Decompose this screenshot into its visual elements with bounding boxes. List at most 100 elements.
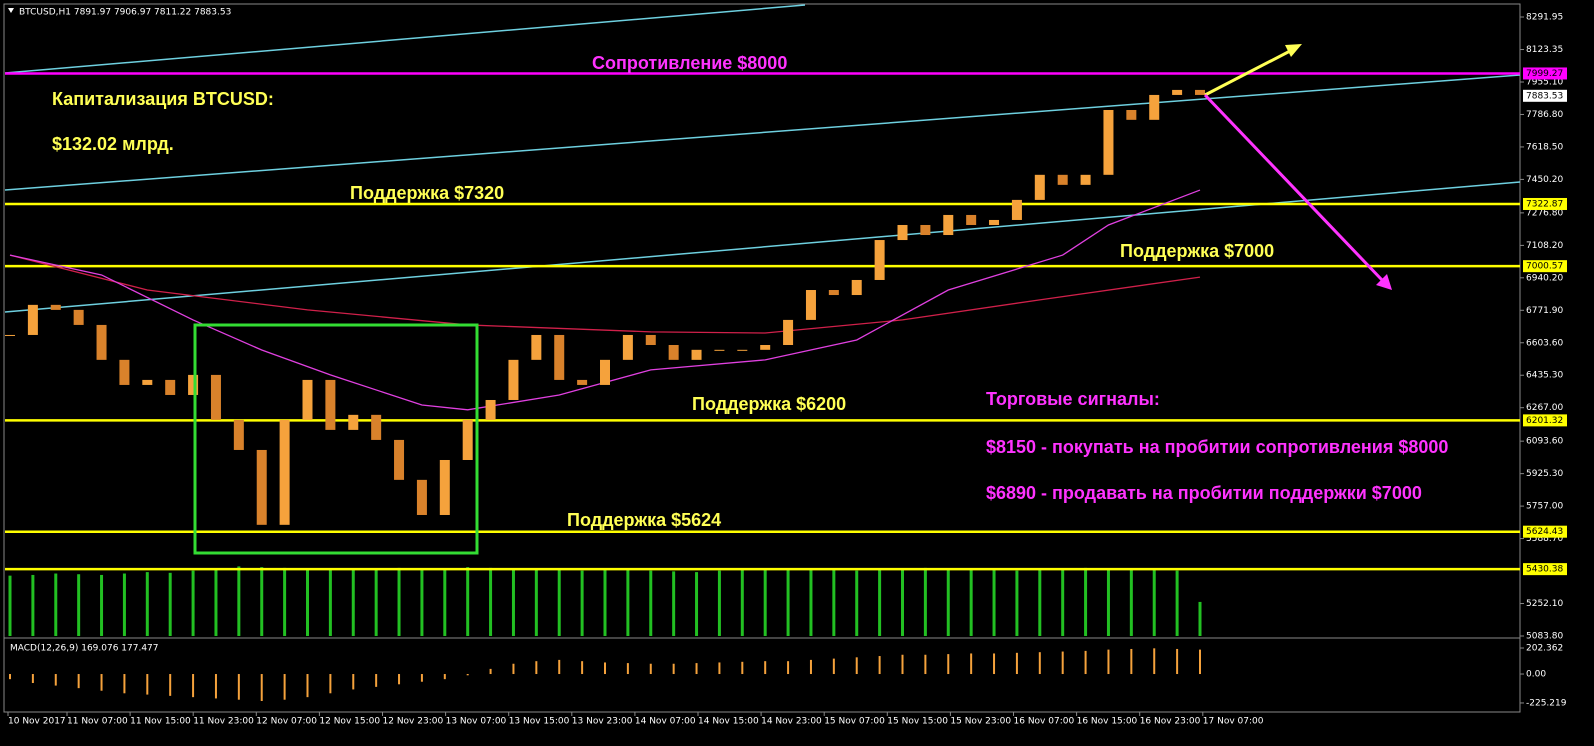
x-tick-label: 17 Nov 07:00 [1203,717,1264,727]
annotation: $132.02 млрд. [52,134,174,154]
level-tag [1523,260,1567,273]
candle [943,214,954,236]
annotation: Поддержка $5624 [567,510,721,530]
candle [622,334,633,360]
candle [210,374,221,420]
candle [851,279,862,296]
y-tick-label: 5252.10 [1526,599,1563,609]
annotation: Торговые сигналы: [986,389,1160,409]
macd-tick-label: 0.00 [1526,670,1546,680]
candle [302,379,313,420]
x-tick-label: 13 Nov 15:00 [509,717,570,727]
y-tick-label: 7450.20 [1526,175,1563,185]
candle [165,379,176,395]
menu-icon [8,8,14,13]
arrow-up [1204,48,1293,97]
candle [783,319,794,345]
y-tick-label: 7955.10 [1526,77,1563,87]
annotation: Поддержка $7000 [1120,241,1274,261]
x-tick-label: 11 Nov 07:00 [67,717,128,727]
y-tick-label: 6771.90 [1526,306,1563,316]
x-tick-label: 15 Nov 15:00 [887,717,948,727]
annotation: Капитализация BTCUSD: [52,89,274,109]
candle [348,414,359,430]
ma-fast [9,189,1201,411]
macd-label: MACD(12,26,9) 169.076 177.477 [10,644,159,654]
candle [577,379,588,385]
x-tick-label: 13 Nov 23:00 [572,717,633,727]
candle [737,349,748,351]
arrow-down [1203,93,1384,282]
candle [508,359,519,400]
y-tick-label: 7618.50 [1526,142,1563,152]
candle [714,349,725,351]
x-tick-label: 10 Nov 2017 [8,717,66,727]
candle [1126,109,1137,120]
candle [805,290,816,320]
level-label: 7999.27 [1526,69,1563,79]
y-tick-label: 8123.35 [1526,45,1563,55]
candle [416,479,427,515]
level-label: 5624.43 [1526,527,1563,537]
candle [1080,174,1091,185]
x-tick-label: 14 Nov 23:00 [761,717,822,727]
level-label: 5430.38 [1526,565,1563,575]
y-tick-label: 8291.95 [1526,13,1563,23]
y-tick-label: 6267.00 [1526,403,1563,413]
x-tick-label: 12 Nov 15:00 [319,717,380,727]
candle [1057,174,1068,185]
candle [462,419,473,460]
drawings [193,44,1392,555]
candle [966,214,977,225]
channel-line [4,74,1521,191]
annotation: Сопротивление $8000 [592,53,787,73]
macd-tick-label: -225.219 [1526,698,1567,708]
x-tick-label: 11 Nov 15:00 [130,717,191,727]
candle [5,334,15,336]
y-tick-label: 7276.80 [1526,208,1563,218]
candle [897,224,908,241]
x-tick-label: 13 Nov 07:00 [446,717,507,727]
candle [119,359,130,385]
y-tick-label: 5083.80 [1526,632,1563,642]
level-tag [1523,414,1567,427]
chart-header: BTCUSD,H1 7891.97 7906.97 7811.22 7883.5… [19,8,231,18]
y-tick-label: 6940.20 [1526,273,1563,283]
x-tick-label: 12 Nov 23:00 [383,717,444,727]
level-label: 7000.57 [1526,262,1563,272]
candle [279,419,290,525]
level-tag [1523,67,1567,80]
candle [760,344,771,350]
x-tick-label: 15 Nov 23:00 [950,717,1011,727]
x-tick-label: 11 Nov 23:00 [193,717,254,727]
level-tag [1523,525,1567,538]
candle [1149,94,1160,120]
y-tick-label: 5757.00 [1526,502,1563,512]
candle [371,414,382,440]
macd-tick-label: 202.362 [1526,644,1563,654]
candle [50,304,61,310]
data-layer [5,72,1520,702]
candle [27,304,38,335]
highlight-box [193,323,479,555]
candle [1172,89,1183,95]
candle [188,374,199,395]
candle [874,240,885,280]
candle [485,399,496,420]
candle [691,349,702,360]
level-tag [1523,197,1567,210]
x-tick-label: 16 Nov 07:00 [1014,717,1075,727]
candle [554,334,565,380]
candle [668,344,679,360]
arrow-head [1285,44,1302,57]
candle [989,219,1000,225]
candle [256,449,267,525]
y-tick-label: 6603.60 [1526,338,1563,348]
candle [394,439,405,480]
x-tick-label: 16 Nov 15:00 [1077,717,1138,727]
y-tick-label: 7108.20 [1526,241,1563,251]
x-tick-label: 14 Nov 15:00 [698,717,759,727]
y-tick-label: 5925.30 [1526,469,1563,479]
annotation: Поддержка $7320 [350,183,504,203]
